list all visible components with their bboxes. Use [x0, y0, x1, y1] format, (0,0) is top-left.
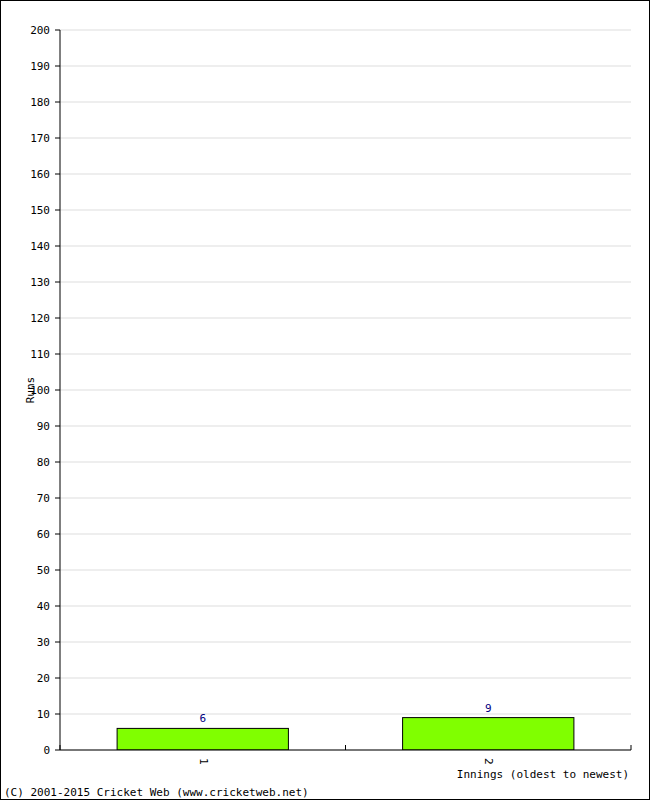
x-tick — [631, 745, 632, 750]
y-tick — [55, 174, 60, 175]
y-tick-label: 150 — [30, 204, 50, 217]
chart: 0102030405060708090100110120130140150160… — [0, 0, 650, 800]
grid-line — [60, 462, 631, 463]
x-tick — [345, 745, 346, 750]
grid-line — [60, 210, 631, 211]
y-tick — [55, 606, 60, 607]
y-tick-label: 10 — [37, 708, 50, 721]
bar — [117, 728, 288, 750]
y-tick — [55, 210, 60, 211]
grid-line — [60, 282, 631, 283]
y-tick-label: 120 — [30, 312, 50, 325]
data-label: 9 — [485, 702, 492, 715]
y-tick-label: 60 — [37, 528, 50, 541]
y-tick-label: 20 — [37, 672, 50, 685]
y-tick — [55, 534, 60, 535]
y-tick-label: 110 — [30, 348, 50, 361]
y-tick-label: 80 — [37, 456, 50, 469]
y-tick — [55, 390, 60, 391]
y-tick — [55, 282, 60, 283]
y-tick-label: 70 — [37, 492, 50, 505]
grid-line — [60, 30, 631, 31]
grid-line — [60, 174, 631, 175]
y-tick-label: 180 — [30, 96, 50, 109]
x-tick — [60, 745, 61, 750]
grid-line — [60, 102, 631, 103]
bar — [403, 718, 574, 750]
grid-line — [60, 66, 631, 67]
x-axis-label: Innings (oldest to newest) — [457, 768, 629, 781]
grid-line — [60, 642, 631, 643]
y-tick-label: 40 — [37, 600, 50, 613]
x-tick-label: 1 — [197, 758, 210, 765]
grid-line — [60, 390, 631, 391]
y-tick — [55, 354, 60, 355]
y-tick — [55, 462, 60, 463]
y-tick — [55, 30, 60, 31]
grid-line — [60, 354, 631, 355]
y-axis — [60, 30, 61, 750]
y-tick-label: 50 — [37, 564, 50, 577]
y-tick — [55, 318, 60, 319]
grid-line — [60, 498, 631, 499]
y-tick — [55, 138, 60, 139]
grid-line — [60, 678, 631, 679]
y-tick-label: 90 — [37, 420, 50, 433]
grid-line — [60, 570, 631, 571]
x-tick-label: 2 — [482, 758, 495, 765]
y-tick — [55, 102, 60, 103]
background — [1, 1, 650, 800]
y-tick — [55, 498, 60, 499]
y-axis-label: Runs — [24, 377, 37, 404]
grid-line — [60, 138, 631, 139]
grid-line — [60, 534, 631, 535]
y-tick — [55, 750, 60, 751]
y-tick-label: 170 — [30, 132, 50, 145]
y-tick — [55, 426, 60, 427]
y-tick-label: 30 — [37, 636, 50, 649]
y-tick — [55, 714, 60, 715]
data-label: 6 — [199, 712, 206, 725]
grid-line — [60, 714, 631, 715]
y-tick — [55, 678, 60, 679]
y-tick — [55, 642, 60, 643]
y-tick — [55, 246, 60, 247]
grid-line — [60, 318, 631, 319]
y-tick-label: 160 — [30, 168, 50, 181]
grid-line — [60, 426, 631, 427]
y-tick-label: 140 — [30, 240, 50, 253]
credit: (C) 2001-2015 Cricket Web (www.cricketwe… — [4, 786, 309, 799]
y-tick — [55, 570, 60, 571]
y-tick — [55, 66, 60, 67]
y-tick-label: 190 — [30, 60, 50, 73]
y-tick-label: 0 — [43, 744, 50, 757]
y-tick-label: 130 — [30, 276, 50, 289]
bars — [117, 718, 574, 750]
grid-line — [60, 606, 631, 607]
y-tick-label: 200 — [30, 24, 50, 37]
grid-line — [60, 246, 631, 247]
